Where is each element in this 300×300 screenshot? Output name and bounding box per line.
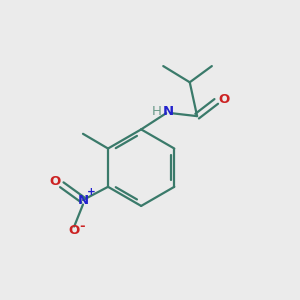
Text: N: N [163, 105, 174, 118]
Text: -: - [80, 220, 85, 233]
Text: O: O [68, 224, 80, 238]
Text: N: N [77, 194, 88, 207]
Text: O: O [218, 93, 229, 106]
Text: O: O [50, 175, 61, 188]
Text: H: H [152, 105, 162, 118]
Text: +: + [87, 187, 96, 197]
